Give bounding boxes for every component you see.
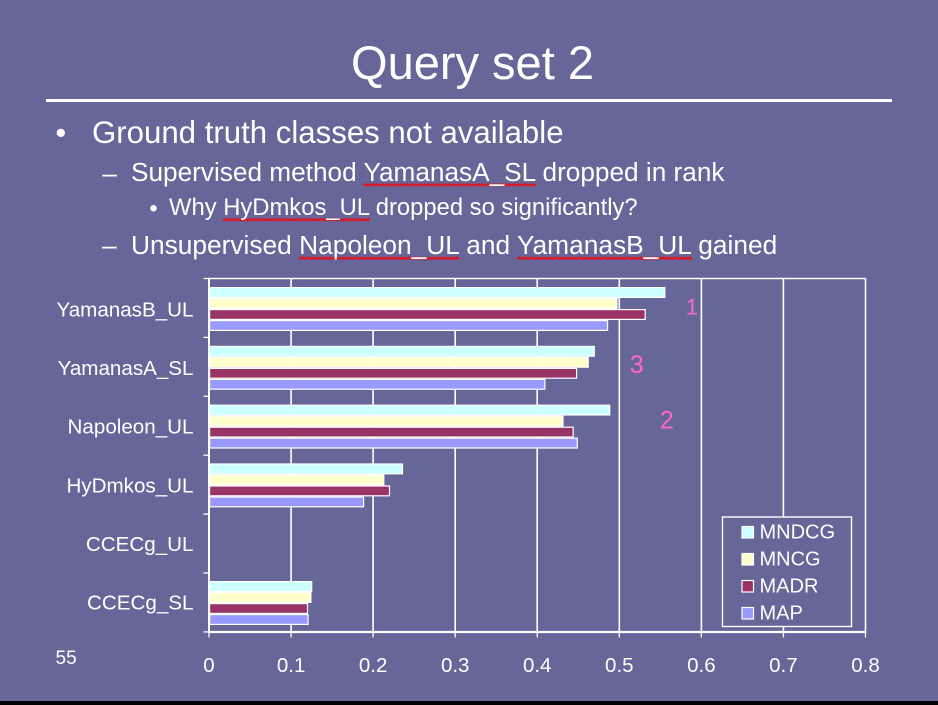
svg-text:3: 3 [630,351,644,379]
svg-text:HyDmkos_UL: HyDmkos_UL [66,474,193,497]
svg-text:0.2: 0.2 [359,654,388,677]
svg-text:2: 2 [660,406,674,434]
svg-text:0.7: 0.7 [769,654,798,677]
svg-text:55: 55 [56,648,77,669]
svg-text:MADR: MADR [760,576,819,598]
svg-text:0.5: 0.5 [605,654,634,677]
svg-text:CCECg_UL: CCECg_UL [86,533,194,556]
svg-text:Napoleon_UL: Napoleon_UL [68,416,194,439]
svg-text:0.8: 0.8 [851,654,880,677]
svg-text:MNCG: MNCG [760,549,821,571]
svg-text:CCECg_SL: CCECg_SL [87,592,193,615]
svg-text:MAP: MAP [760,603,803,625]
svg-text:0.6: 0.6 [687,654,716,677]
svg-text:0.1: 0.1 [277,654,306,677]
svg-text:0.3: 0.3 [441,654,470,677]
svg-text:YamanasA_SL: YamanasA_SL [58,357,194,380]
svg-text:YamanasB_UL: YamanasB_UL [57,299,194,322]
svg-text:MNDCG: MNDCG [760,522,836,544]
svg-text:1: 1 [686,295,698,320]
svg-text:0.4: 0.4 [523,654,552,677]
svg-text:0: 0 [203,654,214,677]
